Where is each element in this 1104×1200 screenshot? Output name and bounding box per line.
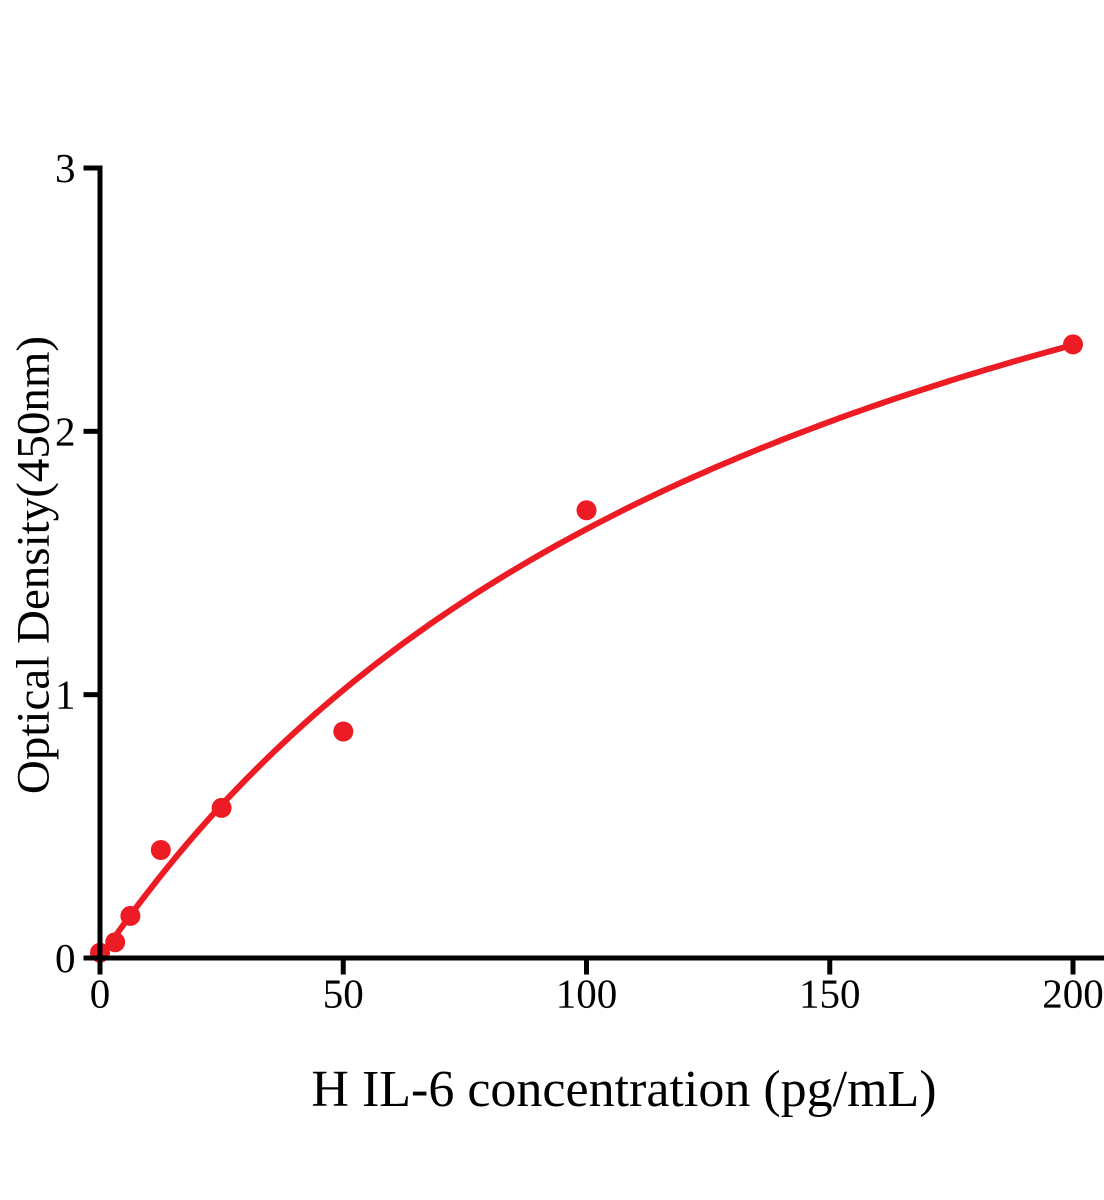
data-point: [1063, 334, 1083, 355]
data-point: [333, 721, 354, 742]
x-tick-label: 200: [1042, 971, 1104, 1017]
x-axis-title: H IL-6 concentration (pg/mL): [311, 1061, 937, 1118]
data-point: [105, 932, 126, 953]
y-tick-label: 2: [55, 408, 76, 454]
y-tick-label: 0: [55, 935, 76, 981]
data-point: [120, 905, 141, 926]
x-tick-label: 50: [323, 971, 364, 1017]
y-tick-label: 3: [55, 145, 76, 191]
y-axis-title: Optical Density(450nm): [7, 335, 60, 795]
data-point: [211, 797, 232, 818]
x-tick-label: 0: [90, 971, 111, 1017]
y-tick-label: 1: [55, 672, 76, 718]
data-point: [150, 840, 171, 860]
data-point: [576, 500, 597, 521]
fit-curve: [97, 341, 1076, 961]
x-tick-label: 100: [556, 971, 618, 1017]
x-tick-label: 150: [799, 971, 861, 1017]
